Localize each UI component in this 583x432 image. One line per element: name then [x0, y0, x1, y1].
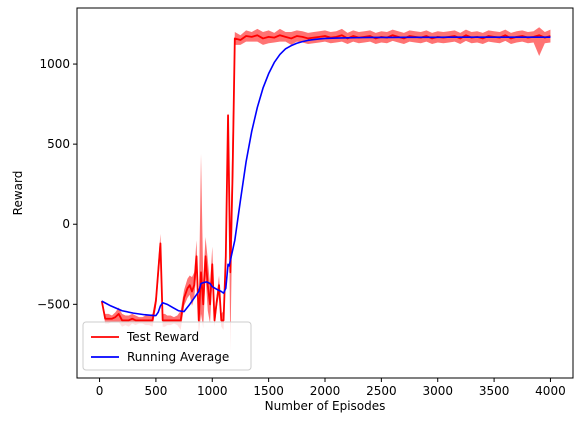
y-tick-label: 1000 — [39, 57, 70, 71]
y-axis-label: Reward — [11, 171, 25, 216]
x-tick-label: 2500 — [366, 384, 397, 398]
x-tick-label: 2000 — [310, 384, 341, 398]
test-reward-line — [100, 34, 551, 322]
legend: Test Reward Running Average — [82, 321, 252, 371]
x-axis-ticks: 0 500 1000 1500 2000 2500 3000 3500 4000 — [96, 378, 566, 398]
y-tick-label: −500 — [37, 297, 70, 311]
y-tick-label: 500 — [47, 137, 70, 151]
x-tick-label: 4000 — [535, 384, 566, 398]
legend-label-test-reward: Test Reward — [126, 330, 199, 344]
legend-label-running-average: Running Average — [127, 350, 229, 364]
x-tick-label: 3000 — [422, 384, 453, 398]
x-tick-label: 1500 — [253, 384, 284, 398]
x-tick-label: 0 — [96, 384, 104, 398]
running-average-line — [101, 36, 551, 317]
x-axis-label: Number of Episodes — [265, 399, 386, 413]
legend-box — [82, 321, 252, 371]
x-tick-label: 500 — [144, 384, 167, 398]
y-tick-label: 0 — [62, 217, 70, 231]
y-axis-ticks: −500 0 500 1000 — [37, 57, 77, 311]
x-tick-label: 1000 — [197, 384, 228, 398]
x-tick-label: 3500 — [479, 384, 510, 398]
plot-area — [100, 27, 551, 353]
